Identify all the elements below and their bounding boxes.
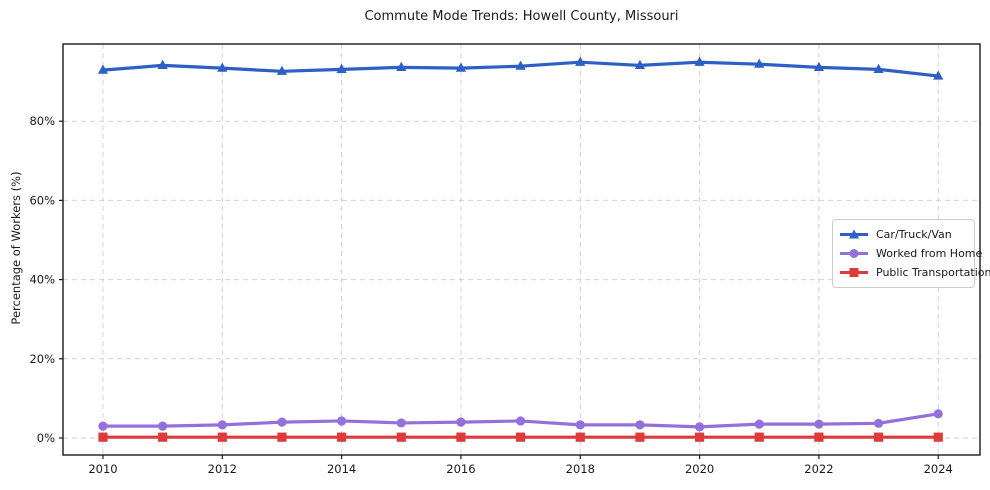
series-worked-from-home-marker [277, 417, 287, 427]
series-car-truck-van-marker [396, 61, 407, 71]
series-worked-from-home-marker [933, 409, 943, 419]
series-car-truck-van-marker [515, 60, 526, 70]
series-worked-from-home-marker [158, 421, 168, 431]
x-tick-label: 2016 [446, 462, 475, 476]
series-worked-from-home-marker [814, 419, 824, 429]
series-public-transportation-marker [694, 432, 705, 442]
axes-frame [62, 43, 981, 456]
series-worked-from-home-marker [873, 418, 884, 428]
series-worked-from-home-marker [575, 420, 585, 430]
series-worked-from-home-marker [754, 419, 764, 429]
series-car-truck-van-marker [754, 58, 765, 68]
series-public-transportation-marker [754, 432, 764, 442]
x-tick-label: 2012 [208, 462, 237, 476]
series-public-transportation-marker [635, 432, 645, 442]
series-worked-from-home-marker [98, 421, 108, 431]
triangle-marker-swatch-icon [840, 229, 868, 239]
legend-item-car-truck-van: Car/Truck/Van [839, 225, 966, 244]
series-worked-from-home-marker [635, 420, 645, 430]
series-public-transportation-marker [516, 432, 526, 442]
series-public-transportation-marker [933, 432, 943, 442]
series-car-truck-van-marker [933, 70, 944, 80]
series-public-transportation-marker [456, 432, 466, 442]
series-car-truck-van-marker [97, 64, 109, 74]
series-car-truck-van-marker [575, 56, 586, 66]
y-tick-label: 80% [29, 114, 55, 128]
series-car-truck-van-marker [217, 62, 228, 72]
series-car-truck-van-marker [336, 63, 347, 73]
x-tick-label: 2014 [327, 462, 356, 476]
series-public-transportation-marker [217, 432, 227, 442]
series-worked-from-home-marker [337, 416, 347, 426]
legend-item-worked-from-home: Worked from Home [839, 244, 982, 263]
series-car-truck-van-marker [455, 62, 467, 72]
series-worked-from-home-marker [456, 417, 466, 427]
y-tick-label: 20% [29, 352, 55, 366]
legend-item-label: Worked from Home [876, 247, 983, 260]
series-public-transportation-marker [337, 432, 347, 442]
series-public-transportation-marker [158, 432, 168, 442]
series-public-transportation-marker [277, 432, 287, 442]
series-worked-from-home-marker [694, 422, 705, 432]
x-tick-label: 2010 [88, 462, 117, 476]
legend: Car/Truck/Van Worked from Home Public Tran… [832, 219, 990, 288]
y-tick-label: 0% [37, 431, 55, 445]
series-worked-from-home-marker [396, 418, 406, 428]
series-worked-from-home-marker [217, 420, 227, 430]
series-worked-from-home-marker [516, 416, 526, 426]
circle-marker-swatch-icon [840, 249, 868, 258]
chart-title: Commute Mode Trends: Howell County, Miss… [364, 9, 679, 24]
x-tick-label: 2024 [924, 462, 953, 476]
legend-item-label: Car/Truck/Van [876, 228, 952, 241]
x-tick-label: 2022 [804, 462, 833, 476]
series-public-transportation-marker [873, 432, 884, 442]
x-tick-label: 2018 [566, 462, 595, 476]
series-public-transportation-marker [575, 432, 585, 442]
series-car-truck-van-marker [157, 59, 168, 69]
series-car-truck-van-marker [873, 63, 884, 73]
series-public-transportation-marker [98, 432, 108, 442]
x-tick-label: 2020 [685, 462, 714, 476]
y-tick-label: 40% [29, 273, 55, 287]
series-car-truck-van-marker [276, 65, 288, 75]
series-public-transportation-marker [396, 432, 406, 442]
series-public-transportation-marker [814, 432, 824, 442]
series-car-truck-van-marker [694, 56, 705, 66]
series-car-truck-van-marker [634, 59, 646, 69]
legend-item-label: Public Transportation [876, 266, 990, 279]
legend-item-public-transportation: Public Transportation [839, 263, 990, 282]
series-car-truck-van-marker [813, 61, 825, 71]
y-tick-label: 60% [29, 193, 55, 207]
square-marker-swatch-icon [840, 268, 868, 277]
